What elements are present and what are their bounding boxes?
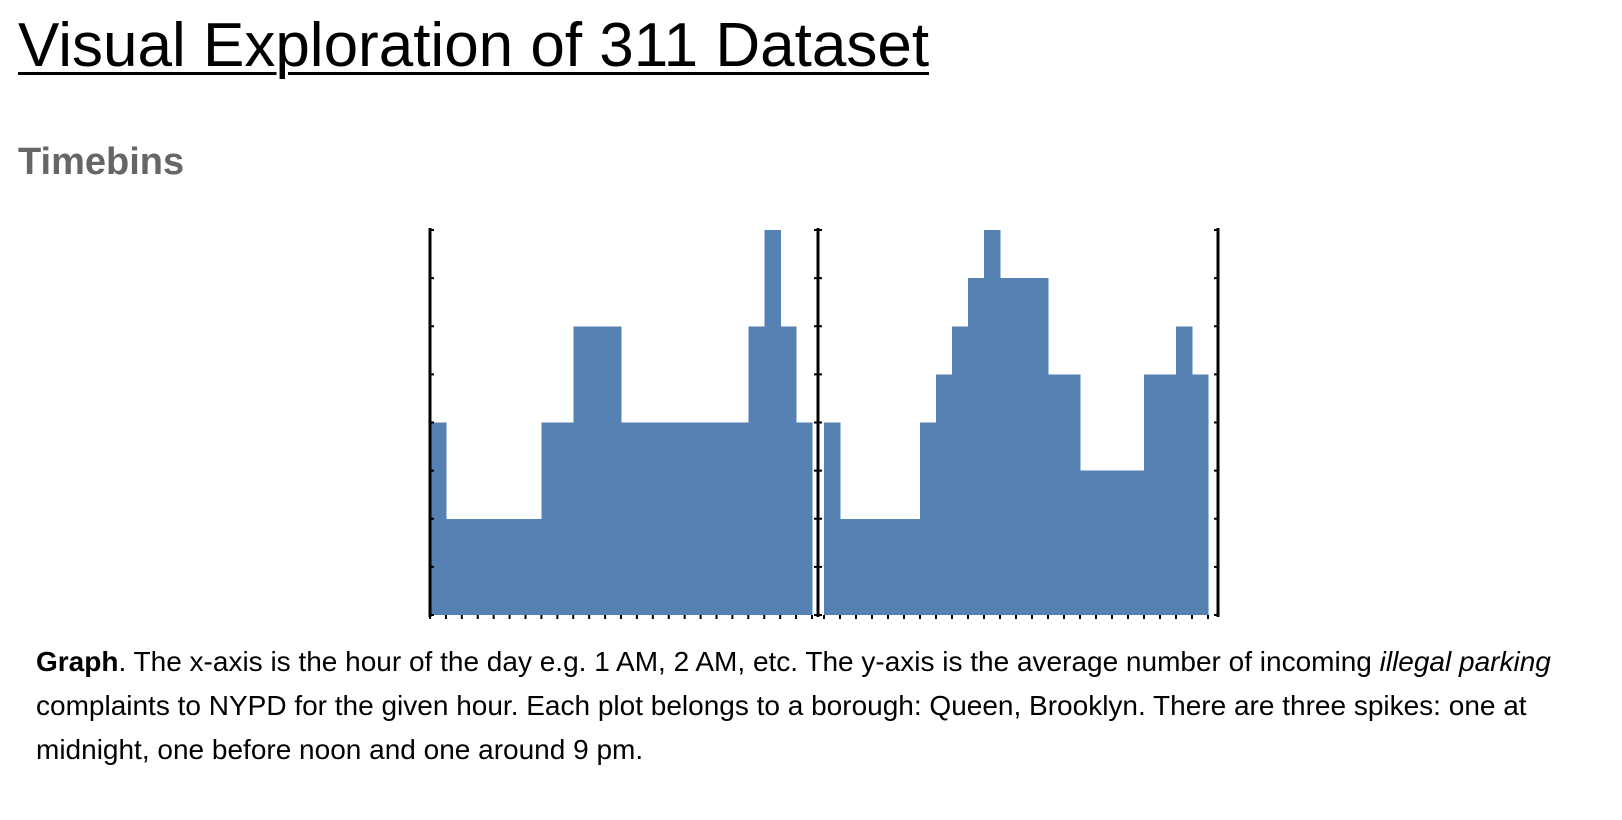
figure-caption: Graph. The x-axis is the hour of the day… <box>36 640 1616 772</box>
panel-1-bar-hour-7 <box>541 422 558 615</box>
panel-1-bar-hour-9 <box>573 326 590 615</box>
panel-1-bar-hour-14 <box>652 422 670 615</box>
panel-2-bar-hour-4 <box>888 518 905 615</box>
panel-1-bar-hour-11 <box>605 326 622 615</box>
panel-2-bar-hour-8 <box>952 326 969 615</box>
panel-2-bar-hour-23 <box>1192 374 1209 616</box>
panel-2-bar-hour-9 <box>968 278 985 616</box>
panel-1-bar-hour-3 <box>477 518 495 615</box>
panel-1-bar-hour-19 <box>732 422 749 615</box>
panel-1-bar-hour-1 <box>445 518 463 615</box>
panel-2-bar-hour-11 <box>1000 278 1017 616</box>
panel-2-bar-hour-13 <box>1032 278 1049 616</box>
panel-2-bar-hour-19 <box>1128 470 1145 616</box>
panel-1-bar-hour-12 <box>621 422 638 615</box>
panel-1-bar-hour-0 <box>430 422 447 615</box>
panel-2-bar-hour-6 <box>920 422 937 615</box>
panel-1-bar-hour-17 <box>700 422 718 615</box>
panel-1-bar-hour-15 <box>668 422 686 615</box>
panel-2-bar-hour-16 <box>1080 470 1097 616</box>
panel-2-bar-hour-21 <box>1160 374 1177 616</box>
panel-1-bar-hour-13 <box>636 422 654 615</box>
panel-2-bar-hour-1 <box>840 518 857 615</box>
panel-1-bar-hour-22 <box>780 326 797 615</box>
panel-2-bar-hour-17 <box>1096 470 1113 616</box>
panel-1-bar-hour-6 <box>525 518 543 615</box>
panel-2-bar-hour-14 <box>1048 374 1065 616</box>
panel-2-bar-hour-22 <box>1176 326 1193 615</box>
panel-2-bar-hour-10 <box>984 230 1001 615</box>
panel-1-bar-hour-2 <box>461 518 479 615</box>
panel-1-bar-hour-16 <box>684 422 702 615</box>
panel-2-bar-hour-15 <box>1064 374 1081 616</box>
caption-text-part1: . The x-axis is the hour of the day e.g.… <box>118 646 1380 677</box>
panel-2-bar-hour-5 <box>904 518 921 615</box>
panel-2-bar-hour-3 <box>872 518 889 615</box>
panel-2-bar-hour-20 <box>1144 374 1161 616</box>
page-title: Visual Exploration of 311 Dataset <box>18 11 930 80</box>
panel-1-bar-hour-18 <box>716 422 734 615</box>
panel-1-bar-hour-21 <box>764 230 781 615</box>
panel-1-bar-hour-23 <box>796 422 813 615</box>
caption-text-part2: complaints to NYPD for the given hour. E… <box>36 690 1527 765</box>
panel-1-bar-hour-20 <box>748 326 765 615</box>
caption-bold-lead: Graph <box>36 646 119 677</box>
panel-1-bar-hour-10 <box>589 326 606 615</box>
panel-2-bar-hour-7 <box>936 374 953 616</box>
panel-1-bar-hour-4 <box>493 518 511 615</box>
panel-1-bar-hour-8 <box>557 422 574 615</box>
caption-italic-term: illegal parking <box>1379 646 1551 677</box>
panel-2-bar-hour-18 <box>1112 470 1129 616</box>
timebins-chart-svg <box>428 228 1220 619</box>
panel-1-bar-hour-5 <box>509 518 527 615</box>
timebins-chart <box>418 220 1230 630</box>
panel-2-bar-hour-2 <box>856 518 873 615</box>
panel-2-bar-hour-0 <box>824 422 841 615</box>
section-heading-timebins: Timebins <box>18 141 185 183</box>
panel-2-bar-hour-12 <box>1016 278 1033 616</box>
